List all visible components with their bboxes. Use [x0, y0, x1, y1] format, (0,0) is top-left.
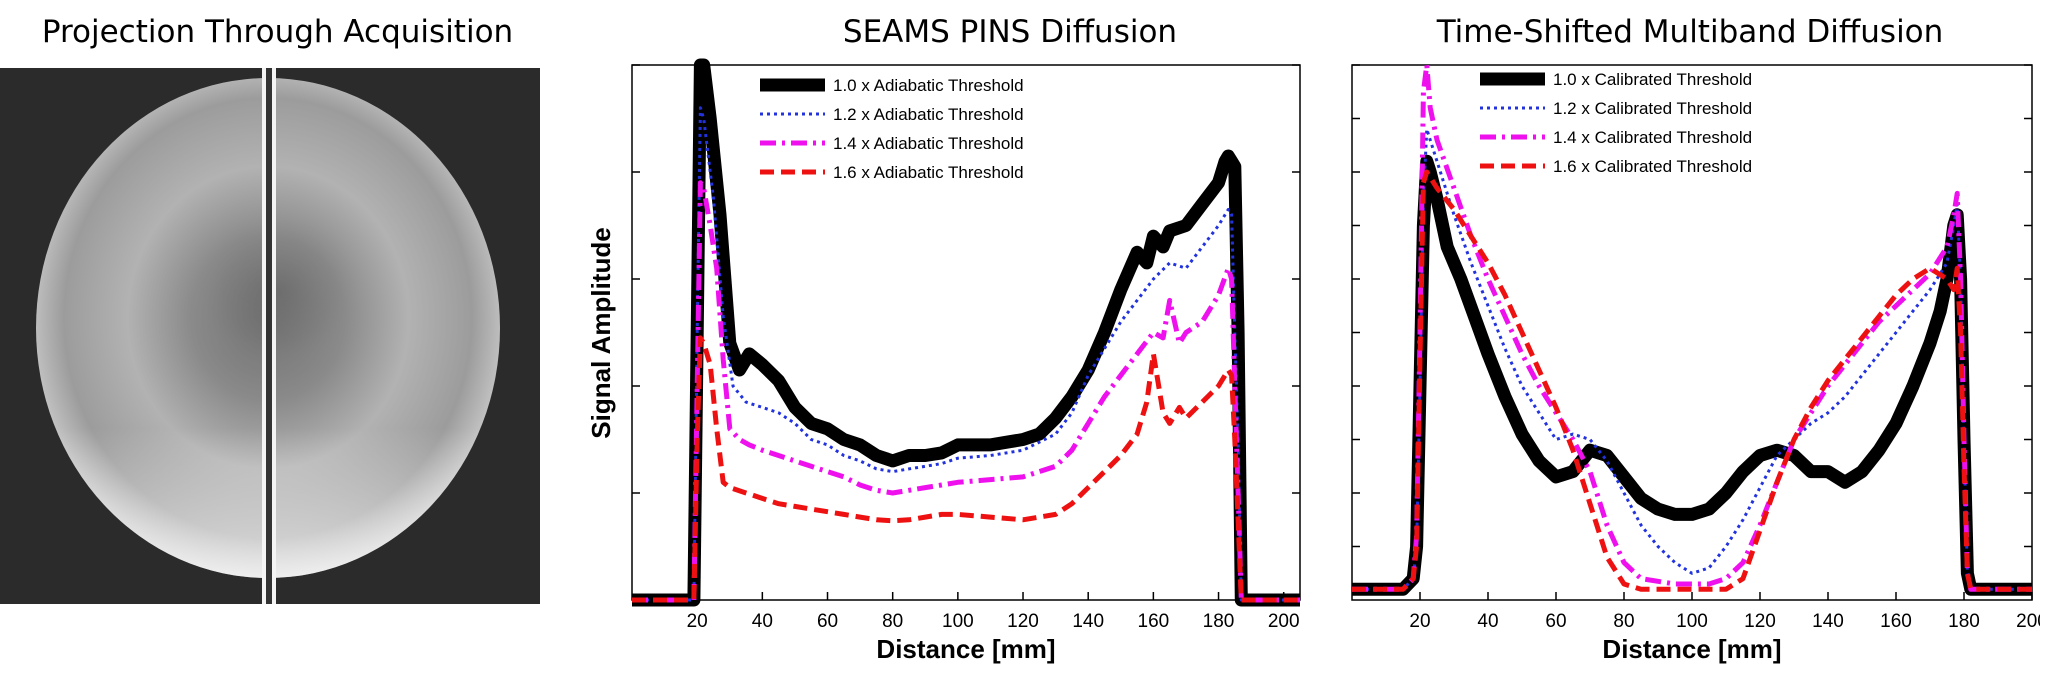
legend-label-1: 1.0 x Calibrated Threshold	[1553, 70, 1752, 89]
x-tick-label: 120	[1744, 611, 1776, 632]
x-tick-label: 80	[1613, 611, 1634, 632]
legend-label-1: 1.0 x Adiabatic Threshold	[833, 76, 1024, 95]
legend-label-3: 1.4 x Adiabatic Threshold	[833, 134, 1024, 153]
mri-slice-line-right	[272, 68, 276, 604]
series-line-1	[632, 58, 1300, 607]
x-tick-label: 140	[1812, 611, 1844, 632]
series-line-3	[1352, 62, 2032, 592]
x-tick-label: 20	[687, 611, 708, 632]
legend-label-2: 1.2 x Adiabatic Threshold	[833, 105, 1024, 124]
series-line-4	[632, 335, 1300, 603]
series-line-3	[632, 180, 1300, 603]
left-panel-title: Projection Through Acquisition	[41, 14, 514, 50]
x-tick-label: 180	[1203, 611, 1235, 632]
x-tick-label: 120	[1007, 611, 1039, 632]
series-line-2	[632, 106, 1300, 602]
x-tick-label: 200	[2016, 611, 2040, 632]
seams-pins-chart: 20 40 60 80 100 120 140 160 180 200 1.0 x Adiabat…	[586, 58, 1301, 664]
x-tick-label: 100	[942, 611, 974, 632]
legend-label-4: 1.6 x Calibrated Threshold	[1553, 157, 1752, 176]
x-tick-label: 160	[1880, 611, 1912, 632]
x-tick-label: 160	[1138, 611, 1170, 632]
mri-projection-image	[0, 68, 540, 604]
x-axis-label: Distance [mm]	[1602, 634, 1781, 664]
legend-label-4: 1.6 x Adiabatic Threshold	[833, 163, 1024, 182]
right-panel-title: Time-Shifted Multiband Diffusion	[1436, 14, 1944, 50]
series-line-2	[1352, 127, 2032, 591]
x-tick-label: 60	[817, 611, 838, 632]
series-line-4	[1352, 169, 2032, 592]
x-tick-label: 40	[752, 611, 773, 632]
legend-label-2: 1.2 x Calibrated Threshold	[1553, 99, 1752, 118]
middle-panel-title: SEAMS PINS Diffusion	[842, 14, 1178, 50]
x-axis-label: Distance [mm]	[876, 634, 1055, 664]
time-shifted-multiband-chart: 20 40 60 80 100 120 140 160 180 200 1.0 x Calibra…	[1351, 62, 2040, 664]
x-tick-label: 180	[1948, 611, 1980, 632]
x-tick-label: 80	[882, 611, 903, 632]
series-line-1	[1352, 154, 2032, 596]
x-tick-label: 140	[1072, 611, 1104, 632]
x-tick-label: 60	[1545, 611, 1566, 632]
x-tick-label: 20	[1409, 611, 1430, 632]
x-tick-label: 40	[1477, 611, 1498, 632]
mri-slice-line-left	[262, 68, 266, 604]
x-tick-label: 200	[1268, 611, 1300, 632]
legend-label-3: 1.4 x Calibrated Threshold	[1553, 128, 1752, 147]
y-axis-label: Signal Amplitude	[586, 227, 616, 438]
x-tick-label: 100	[1676, 611, 1708, 632]
